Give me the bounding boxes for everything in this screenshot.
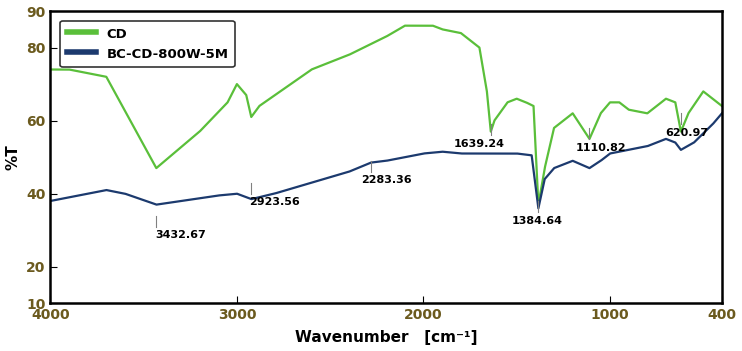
Text: 2923.56: 2923.56 [249,197,300,207]
X-axis label: Wavenumber   [cm⁻¹]: Wavenumber [cm⁻¹] [295,330,477,345]
Y-axis label: %T: %T [5,144,21,170]
Text: 1639.24: 1639.24 [454,139,505,149]
Text: 620.97: 620.97 [665,128,708,138]
Text: 1110.82: 1110.82 [575,143,626,153]
Text: 2283.36: 2283.36 [361,176,412,185]
Text: 3432.67: 3432.67 [156,230,206,240]
Legend: CD, BC-CD-800W-5M: CD, BC-CD-800W-5M [60,21,235,67]
Text: 1384.64: 1384.64 [512,216,562,226]
